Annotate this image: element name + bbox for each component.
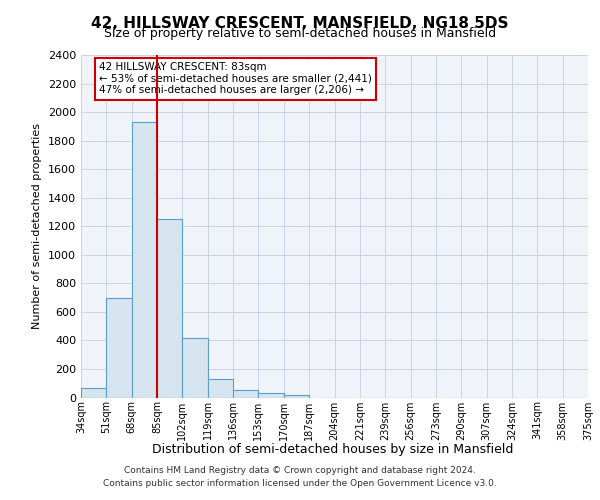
- Bar: [106, 298, 132, 398]
- Bar: [81, 388, 106, 398]
- Text: 42, HILLSWAY CRESCENT, MANSFIELD, NG18 5DS: 42, HILLSWAY CRESCENT, MANSFIELD, NG18 5…: [91, 16, 509, 31]
- Text: Distribution of semi-detached houses by size in Mansfield: Distribution of semi-detached houses by …: [152, 442, 514, 456]
- Bar: [284, 394, 309, 398]
- Bar: [182, 338, 208, 398]
- Bar: [233, 390, 259, 398]
- Bar: [259, 392, 284, 398]
- Text: Size of property relative to semi-detached houses in Mansfield: Size of property relative to semi-detach…: [104, 28, 496, 40]
- Text: 42 HILLSWAY CRESCENT: 83sqm
← 53% of semi-detached houses are smaller (2,441)
47: 42 HILLSWAY CRESCENT: 83sqm ← 53% of sem…: [99, 62, 371, 96]
- Bar: [208, 379, 233, 398]
- Text: Contains public sector information licensed under the Open Government Licence v3: Contains public sector information licen…: [103, 478, 497, 488]
- Text: Contains HM Land Registry data © Crown copyright and database right 2024.: Contains HM Land Registry data © Crown c…: [124, 466, 476, 475]
- Y-axis label: Number of semi-detached properties: Number of semi-detached properties: [32, 123, 43, 329]
- Bar: [132, 122, 157, 398]
- Bar: [157, 219, 182, 398]
